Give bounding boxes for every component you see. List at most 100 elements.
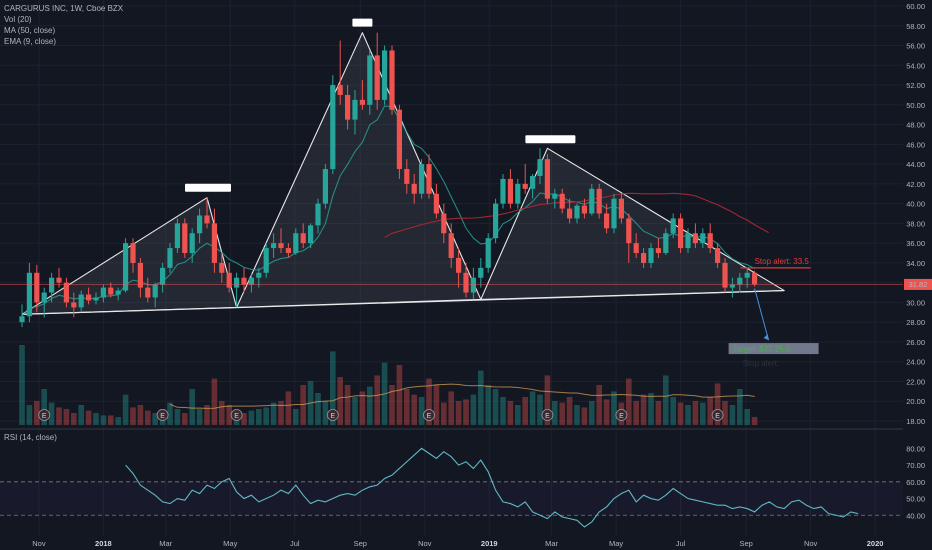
price-axis-label: 54.00: [906, 61, 925, 70]
candle: [567, 198, 573, 224]
candle: [448, 223, 454, 268]
candle-body: [285, 248, 291, 254]
candle-body: [485, 238, 491, 268]
candle: [189, 228, 195, 263]
candle-body: [34, 272, 40, 303]
volume-bar: [411, 394, 417, 425]
rsi-axis[interactable]: 80.00 70.00 60.00 50.00 40.00: [906, 444, 925, 520]
earnings-marker[interactable]: E: [230, 409, 243, 421]
price-axis-label: 42.00: [906, 180, 925, 189]
candle-body: [663, 233, 669, 254]
candle-body: [359, 99, 365, 105]
legend-volume[interactable]: Vol (20): [4, 15, 32, 24]
price-axis-label: 48.00: [906, 121, 925, 130]
earnings-marker[interactable]: E: [615, 409, 628, 421]
candle: [670, 213, 676, 239]
candle-body: [530, 175, 536, 189]
rsi-axis-label: 40.00: [906, 511, 925, 520]
volume-bar: [56, 407, 62, 425]
time-axis[interactable]: Nov 2018 Mar May Jul Sep Nov 2019 Mar May Jul Sep No…: [32, 539, 883, 548]
earnings-marker-circle: [615, 409, 628, 421]
price-axis-label: 26.00: [906, 338, 925, 347]
price-axis-label: 50.00: [906, 101, 925, 110]
volume-bar: [655, 401, 662, 425]
earnings-marker-letter: E: [427, 413, 432, 420]
earnings-marker-letter: E: [330, 413, 335, 420]
volume-bar: [19, 345, 25, 425]
rsi-axis-label: 70.00: [906, 461, 925, 470]
earnings-marker[interactable]: E: [711, 409, 724, 421]
legend-rsi[interactable]: RSI (14, close): [4, 433, 57, 442]
candle-body: [685, 233, 691, 249]
earnings-marker[interactable]: E: [423, 409, 435, 421]
candle-body: [352, 99, 358, 120]
earnings-marker[interactable]: E: [541, 409, 554, 421]
candle: [389, 45, 395, 115]
legend-ema[interactable]: EMA (9, close): [4, 37, 56, 46]
candle-body: [396, 109, 402, 170]
legend-ma[interactable]: MA (50, close): [4, 26, 55, 35]
candle-body: [678, 218, 684, 249]
candle: [34, 264, 40, 313]
candle: [41, 287, 47, 318]
candle-body: [500, 178, 506, 204]
candle-body: [478, 267, 484, 278]
candle-body: [648, 248, 654, 263]
candle: [463, 262, 469, 298]
volume-bar: [552, 401, 558, 425]
volume-bar: [611, 391, 617, 425]
candle: [752, 270, 758, 287]
volume-bar: [722, 401, 728, 425]
candle: [589, 183, 595, 216]
volume-bar: [529, 391, 536, 425]
volume-bar: [433, 385, 440, 425]
time-axis-label: Mar: [159, 539, 172, 548]
price-axis-label: 44.00: [906, 160, 925, 169]
time-axis-label: May: [609, 539, 623, 548]
volume-bar: [744, 409, 750, 425]
candle: [345, 85, 351, 130]
legend: CARGURUS INC, 1W, Cboe BZX Vol (20) MA (…: [4, 4, 124, 442]
time-axis-label: Nov: [32, 539, 46, 548]
candle-body: [108, 287, 114, 295]
volume-bar: [589, 401, 595, 425]
time-axis-label: 2020: [867, 539, 884, 548]
candle-body: [522, 183, 528, 189]
candle: [271, 233, 277, 258]
earnings-marker[interactable]: E: [156, 409, 169, 421]
earnings-marker[interactable]: E: [38, 409, 51, 421]
time-axis-label: Jul: [290, 539, 300, 548]
price-axis-label: 18.00: [906, 417, 925, 426]
candle: [248, 272, 254, 293]
candle: [330, 75, 336, 174]
volume-bar: [115, 417, 121, 425]
earnings-marker[interactable]: E: [326, 409, 339, 421]
volume-ma-line: [169, 383, 755, 409]
volume-bar: [507, 401, 514, 425]
price-axis-label: 40.00: [906, 200, 925, 209]
price-axis-label: 30.00: [906, 298, 925, 307]
candle: [641, 248, 647, 268]
volume-bar: [270, 402, 277, 425]
volume-bar: [226, 405, 232, 425]
candle-body: [293, 233, 299, 254]
candle-body: [86, 294, 92, 301]
earnings-marker-letter: E: [619, 413, 624, 420]
volume-bar: [122, 394, 129, 425]
volume-bar: [670, 397, 676, 425]
neckline: [21, 289, 785, 315]
left-shoulder-label-box: [185, 183, 231, 192]
candle-body: [100, 287, 106, 298]
candle: [49, 272, 55, 303]
candle: [308, 223, 314, 249]
candle-body: [197, 215, 203, 234]
earnings-marker-circle: [38, 409, 51, 421]
candle-body: [63, 282, 69, 303]
candle-body: [234, 277, 240, 288]
candle-body: [515, 183, 521, 204]
price-axis-label: 60.00: [906, 2, 925, 11]
candle: [426, 154, 432, 199]
candle-body: [19, 316, 25, 323]
candle-body: [130, 243, 136, 263]
